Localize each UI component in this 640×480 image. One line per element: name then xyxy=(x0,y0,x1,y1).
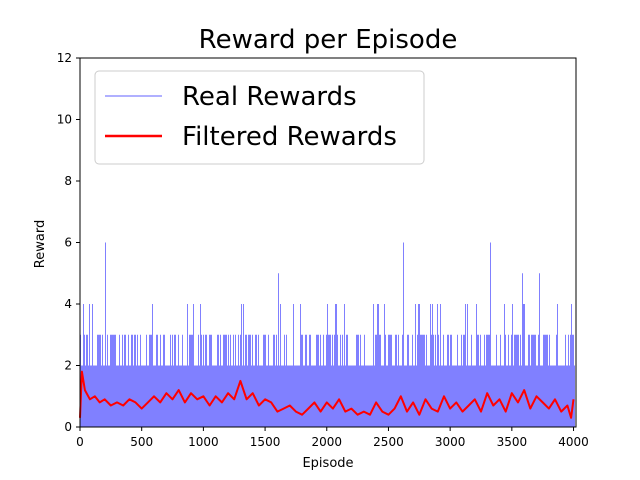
y-tick-label: 6 xyxy=(64,236,72,250)
filtered-rewards-line xyxy=(79,370,575,419)
x-tick-label: 2500 xyxy=(373,435,404,449)
real-rewards-series xyxy=(80,242,575,427)
y-tick-label: 8 xyxy=(64,174,72,188)
x-axis-label: Episode xyxy=(302,456,353,471)
legend-filtered-rewards-label: Filtered Rewards xyxy=(182,122,397,152)
x-tick-label: 3000 xyxy=(435,435,466,449)
x-tick-label: 1000 xyxy=(188,435,219,449)
legend-real-rewards-label: Real Rewards xyxy=(182,82,357,112)
x-tick-label: 3500 xyxy=(497,435,528,449)
y-axis-ticks: 0 2 4 6 8 10 12 xyxy=(57,51,80,434)
legend: Real Rewards Filtered Rewards xyxy=(94,70,425,165)
legend-box xyxy=(94,70,425,165)
x-tick-label: 1500 xyxy=(250,435,281,449)
y-tick-label: 10 xyxy=(57,113,72,127)
x-tick-label: 0 xyxy=(76,435,84,449)
y-tick-label: 4 xyxy=(64,297,72,311)
y-tick-label: 0 xyxy=(64,420,72,434)
y-axis-label: Reward xyxy=(33,220,48,268)
x-tick-label: 4000 xyxy=(558,435,589,449)
x-tick-label: 500 xyxy=(130,435,153,449)
y-tick-label: 2 xyxy=(64,359,72,373)
x-tick-label: 2000 xyxy=(311,435,342,449)
y-tick-label: 12 xyxy=(57,51,72,65)
chart-title: Reward per Episode xyxy=(199,25,458,55)
x-axis-ticks: 0 500 1000 1500 2000 2500 3000 3500 4000 xyxy=(76,427,589,449)
